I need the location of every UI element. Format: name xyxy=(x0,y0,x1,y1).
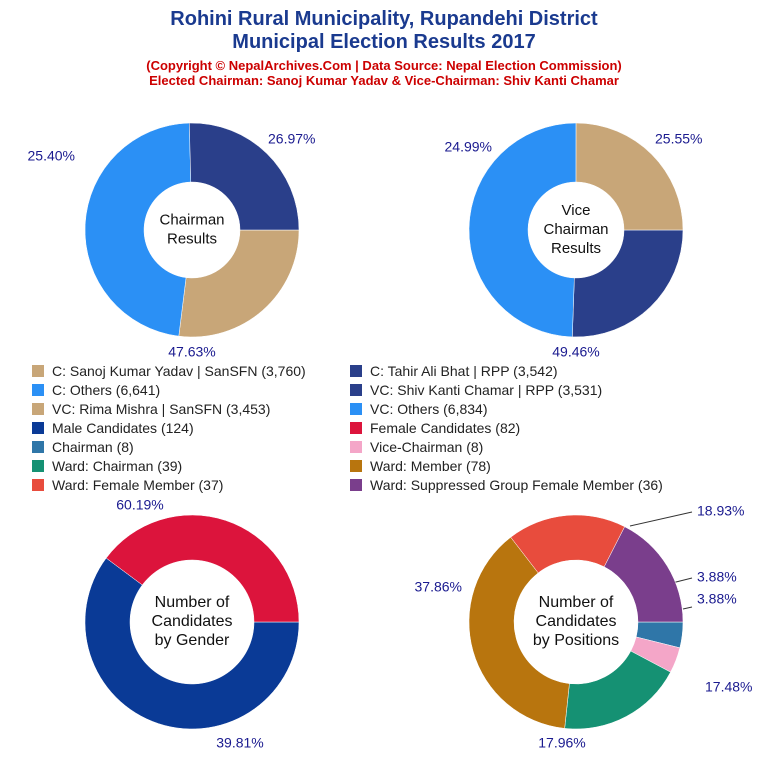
pie-slice xyxy=(189,122,300,231)
donut-chart-3: 60.19% 39.81% Number of Candidates by Gender xyxy=(84,497,300,751)
legend-label: VC: Shiv Kanti Chamar | RPP (3,531) xyxy=(370,382,603,398)
legend-item: Chairman (8) xyxy=(32,438,134,456)
slice-value-label: 18.93% xyxy=(697,503,744,519)
pie-slice xyxy=(178,229,300,338)
slice-value-label: 17.96% xyxy=(538,735,585,751)
chart-title-line1: Rohini Rural Municipality, Rupandehi Dis… xyxy=(170,8,598,30)
slice-value-label: 25.55% xyxy=(655,131,702,147)
slice-value-label: 37.86% xyxy=(415,579,462,595)
legend-swatch xyxy=(350,403,362,415)
legend-swatch xyxy=(350,460,362,472)
legend-label: Ward: Suppressed Group Female Member (36… xyxy=(370,477,663,493)
legend-swatch xyxy=(32,441,44,453)
legend-swatch xyxy=(32,422,44,434)
legend-swatch xyxy=(32,460,44,472)
legend-item: Ward: Suppressed Group Female Member (36… xyxy=(350,476,663,494)
slice-value-label: 24.99% xyxy=(445,139,492,155)
legend-swatch xyxy=(350,441,362,453)
legend-item: C: Others (6,641) xyxy=(32,381,160,399)
legend-swatch xyxy=(350,422,362,434)
donut-center-label: Candidates xyxy=(536,613,617,630)
legend-item: Ward: Member (78) xyxy=(350,457,491,475)
legend-label: C: Others (6,641) xyxy=(52,382,161,398)
label-leader-line xyxy=(682,606,693,610)
chart-title-line2: Municipal Election Results 2017 xyxy=(232,31,536,53)
legend-item: C: Tahir Ali Bhat | RPP (3,542) xyxy=(350,362,558,380)
pie-slice xyxy=(575,122,684,231)
donut-center-label: Results xyxy=(551,240,601,257)
donut-center-label: Number of xyxy=(539,594,614,611)
legend-swatch xyxy=(350,384,362,396)
slice-value-label: 17.48% xyxy=(705,679,752,695)
legend-label: Ward: Member (78) xyxy=(370,458,491,474)
donut-center-label: Chairman xyxy=(159,211,224,228)
elected-note: Elected Chairman: Sanoj Kumar Yadav & Vi… xyxy=(149,73,619,88)
slice-value-label: 3.88% xyxy=(697,591,737,607)
legend-item: Ward: Female Member (37) xyxy=(32,476,223,494)
legend-label: Ward: Chairman (39) xyxy=(52,458,183,474)
slice-value-label: 47.63% xyxy=(168,344,215,360)
donut-center-label: by Gender xyxy=(155,632,230,649)
pie-slice xyxy=(603,526,684,623)
legend-swatch xyxy=(32,365,44,377)
donut-chart-4: 3.88% 3.88% 18.93% 37.86% 17.96% 17.48% Number… xyxy=(415,503,753,751)
donut-center-label: Results xyxy=(167,230,217,247)
legend-swatch xyxy=(350,479,362,491)
pie-slice xyxy=(84,122,192,337)
label-leader-line xyxy=(629,511,693,527)
pie-slice xyxy=(468,122,577,338)
slice-value-label: 3.88% xyxy=(697,569,737,585)
donut-center-label: Vice xyxy=(562,202,591,219)
slice-value-label: 39.81% xyxy=(216,735,263,751)
legend-item: Ward: Chairman (39) xyxy=(32,457,182,475)
slice-value-label: 60.19% xyxy=(116,497,163,513)
legend-swatch xyxy=(32,403,44,415)
legend-label: VC: Others (6,834) xyxy=(370,401,488,417)
legend-item: Female Candidates (82) xyxy=(350,419,520,437)
donut-center-label: Number of xyxy=(155,594,230,611)
legend-item: C: Sanoj Kumar Yadav | SanSFN (3,760) xyxy=(32,362,306,380)
legend-item: VC: Shiv Kanti Chamar | RPP (3,531) xyxy=(350,381,602,399)
pie-slice xyxy=(84,557,300,730)
donut-center-label: Candidates xyxy=(152,613,233,630)
legend-label: Male Candidates (124) xyxy=(52,420,194,436)
legend-label: C: Tahir Ali Bhat | RPP (3,542) xyxy=(370,363,558,379)
slice-value-label: 49.46% xyxy=(552,344,599,360)
legend-item: Vice-Chairman (8) xyxy=(350,438,483,456)
slice-value-label: 26.97% xyxy=(268,131,315,147)
legend-swatch xyxy=(32,479,44,491)
legend-swatch xyxy=(350,365,362,377)
legend-label: C: Sanoj Kumar Yadav | SanSFN (3,760) xyxy=(52,363,306,379)
legend-label: Ward: Female Member (37) xyxy=(52,477,224,493)
legend-swatch xyxy=(32,384,44,396)
pie-slice xyxy=(105,514,300,623)
donut-center-label: Chairman xyxy=(543,221,608,238)
donut-chart-1: 26.97% 47.63% 25.40% Chairman Results xyxy=(28,122,315,360)
legend-label: VC: Rima Mishra | SanSFN (3,453) xyxy=(52,401,271,417)
legend-label: Chairman (8) xyxy=(52,439,134,455)
legend-item: VC: Others (6,834) xyxy=(350,400,488,418)
legend-item: VC: Rima Mishra | SanSFN (3,453) xyxy=(32,400,270,418)
slice-value-label: 25.40% xyxy=(28,148,75,164)
copyright-note: (Copyright © NepalArchives.Com | Data So… xyxy=(146,58,622,73)
pie-slice xyxy=(468,536,570,729)
legend-label: Vice-Chairman (8) xyxy=(370,439,484,455)
donut-chart-2: 25.55% 49.46% 24.99% Vice Chairman Results xyxy=(445,122,702,360)
legend-label: Female Candidates (82) xyxy=(370,420,521,436)
donut-center-label: by Positions xyxy=(533,632,619,649)
legend-item: Male Candidates (124) xyxy=(32,419,194,437)
pie-slice xyxy=(572,229,684,338)
